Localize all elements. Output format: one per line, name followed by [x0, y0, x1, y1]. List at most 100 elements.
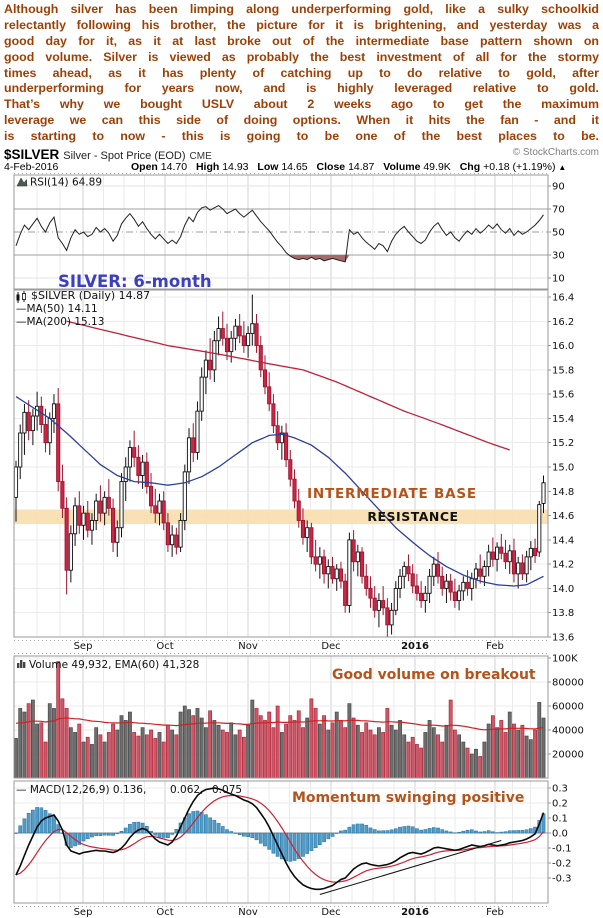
y-axis-tick-label: 16.2 — [552, 317, 574, 328]
close-label: Close — [316, 161, 346, 173]
volume-series — [14, 661, 546, 779]
x-axis-month-label: 2016 — [401, 907, 429, 918]
candles-layer — [13, 294, 546, 638]
y-axis-tick-label: 40000 — [552, 726, 584, 737]
commentary-line: good volume. Silver is viewed as probabl… — [4, 49, 599, 64]
rsi-series — [15, 205, 544, 263]
commentary-line: good day for it, as it at last broke out… — [4, 33, 599, 48]
y-axis-tick-label: 0.2 — [552, 799, 568, 810]
low-value: 14.65 — [281, 161, 308, 173]
x-axis-month-label: Dec — [321, 907, 340, 918]
rsi-line — [15, 205, 544, 263]
y-axis-tick-label: 0.0 — [552, 829, 568, 840]
open-label: Open — [131, 161, 158, 173]
y-axis-tick-label: 10 — [552, 274, 565, 285]
y-axis-tick-label: 14.8 — [552, 487, 574, 498]
y-axis-tick-label: 90 — [552, 182, 565, 193]
commentary-paragraph: Although silver has been limping along u… — [4, 2, 599, 145]
ticker-description: Silver - Spot Price (EOD) — [63, 150, 186, 162]
x-axis-month-label: Nov — [238, 907, 258, 918]
y-axis-tick-label: -0.1 — [552, 844, 572, 855]
y-axis-tick-label: 15.6 — [552, 390, 574, 401]
commentary-line: relectantly following his brother, the p… — [4, 17, 599, 32]
y-axis-tick-label: 15.2 — [552, 438, 574, 449]
y-axis-tick-label: 14.0 — [552, 584, 574, 595]
low-label: Low — [257, 161, 279, 173]
ma200-legend: —MA(200) 15.13 — [16, 316, 104, 328]
y-axis-tick-label: 70 — [552, 205, 565, 216]
rsi-icon — [16, 177, 28, 187]
close-value: 14.87 — [348, 161, 375, 173]
annotations-layer: SILVER: 6-month INTERMEDIATE BASE RESIST… — [58, 272, 536, 806]
exchange-label: CME — [189, 151, 212, 162]
volume-breakout-annotation: Good volume on breakout — [332, 667, 536, 683]
y-axis-tick-label: -0.3 — [552, 874, 572, 885]
y-axis-tick-label: 15.8 — [552, 365, 574, 376]
macd-legend-signal: 0.062, — [170, 784, 203, 796]
ticker-symbol: $SILVER — [4, 147, 60, 162]
period-annotation: SILVER: 6-month — [58, 272, 212, 291]
commentary-line: times ahead, as it has plenty of catchin… — [4, 65, 599, 80]
ma200-line — [66, 320, 510, 451]
x-axis-month-label: 2016 — [401, 641, 429, 652]
macd-legend-hist: 0.075 — [212, 784, 242, 796]
macd-legend-macd: — MACD(12,26,9) 0.136, — [16, 784, 146, 796]
y-axis-tick-label: 20000 — [552, 750, 584, 761]
stockcharts-copyright: © StockCharts.com — [512, 147, 599, 158]
up-triangle-icon: ▲ — [558, 163, 567, 172]
axis-labels-layer: 90 70 50 30 10 16.4 16.2 16.0 15.8 15.6 15.4 15.2 15… — [14, 173, 584, 918]
commentary-line: underperforming for years now, and is hi… — [4, 81, 599, 96]
x-axis-month-label: Oct — [156, 641, 173, 652]
commentary-line: That’s why we bought USLV about 2 weeks … — [4, 97, 599, 112]
x-axis-month-label: Feb — [486, 641, 504, 652]
legends-layer: RSI(14) 64.89 $SILVER (Daily) 14.87 —MA(… — [16, 177, 242, 797]
resistance-annotation: RESISTANCE — [367, 509, 458, 524]
y-axis-tick-label: 13.6 — [552, 633, 574, 644]
y-axis-tick-label: 16.0 — [552, 341, 574, 352]
quote-bar: 4-Feb-2016 Open 14.70 High 14.93 Low 14.… — [4, 161, 599, 174]
chg-value: +0.18 (+1.19%) — [483, 161, 556, 173]
y-axis-tick-label: 30 — [552, 251, 565, 262]
y-axis-tick-label: 14.6 — [552, 511, 574, 522]
high-label: High — [195, 161, 220, 173]
price-legend: $SILVER (Daily) 14.87 — [31, 289, 150, 302]
y-axis-tick-label: 15.4 — [552, 414, 574, 425]
intermediate-base-annotation: INTERMEDIATE BASE — [307, 486, 477, 502]
open-value: 14.70 — [160, 161, 188, 173]
x-axis-month-label: Oct — [156, 907, 173, 918]
x-axis-month-label: Sep — [74, 641, 93, 652]
y-axis-tick-label: 14.4 — [552, 535, 574, 546]
y-axis-tick-label: 0.1 — [552, 814, 568, 825]
y-axis-tick-label: 15.0 — [552, 463, 574, 474]
resistance-band — [14, 509, 548, 525]
y-axis-tick-label: 13.8 — [552, 608, 574, 619]
rsi-legend: RSI(14) 64.89 — [30, 177, 102, 189]
commentary-line: Although silver has been limping along u… — [4, 2, 599, 16]
volume-label: Volume — [383, 161, 421, 173]
y-axis-tick-label: 16.4 — [552, 293, 574, 304]
commentary-line: leverage we can this side of doing optio… — [4, 113, 599, 128]
candlestick-icon — [16, 291, 26, 303]
y-axis-tick-label: 14.2 — [552, 560, 574, 571]
volume-legend: Volume 49,932, EMA(60) 41,328 — [29, 659, 199, 671]
macd-trendline — [319, 840, 502, 895]
y-axis-tick-label: 50 — [552, 228, 565, 239]
x-axis-month-label: Dec — [321, 641, 340, 652]
commentary-line: is starting to now - this is going to be… — [4, 129, 599, 144]
y-axis-tick-label: 80000 — [552, 678, 584, 689]
chg-label: Chg — [459, 161, 481, 173]
y-axis-tick-label: 0.3 — [552, 784, 568, 795]
momentum-annotation: Momentum swinging positive — [292, 790, 524, 806]
x-axis-month-label: Feb — [486, 907, 504, 918]
macd-series — [14, 787, 546, 895]
chart-header: $SILVER Silver - Spot Price (EOD) CME © St… — [4, 146, 599, 162]
macd-line — [15, 787, 545, 891]
y-axis-tick-label: -0.2 — [552, 859, 572, 870]
quote-date: 4-Feb-2016 — [4, 161, 59, 173]
high-value: 14.93 — [222, 161, 249, 173]
ma50-legend: —MA(50) 14.11 — [16, 303, 98, 315]
x-axis-month-label: Nov — [238, 641, 258, 652]
volume-bars-icon — [17, 660, 26, 668]
